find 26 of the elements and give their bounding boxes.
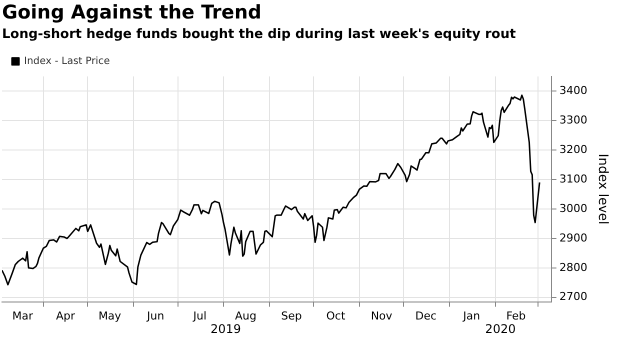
x-tick-label: Jul bbox=[192, 309, 207, 322]
y-tick-label: 3200 bbox=[559, 142, 588, 156]
x-tick-label: Mar bbox=[12, 309, 34, 322]
text: 2019 bbox=[210, 322, 242, 336]
x-tick-label: May bbox=[98, 309, 122, 322]
y-tick-label: 3000 bbox=[559, 202, 588, 215]
chart-title: Going Against the Trend bbox=[2, 1, 262, 24]
x-tick-label: Sep bbox=[281, 309, 302, 322]
x-tick-label: Jan bbox=[462, 309, 480, 322]
y-tick-label: 3300 bbox=[559, 113, 588, 126]
chart-subtitle: Long-short hedge funds bought the dip during last week's equity rout bbox=[2, 26, 516, 42]
text: 2020 bbox=[485, 322, 516, 336]
legend-label: Index - Last Price bbox=[24, 56, 110, 67]
y-axis-title: Index level bbox=[594, 154, 610, 225]
x-tick-label: Apr bbox=[56, 309, 76, 322]
x-tick-label: Jun bbox=[146, 309, 164, 322]
y-tick-label: 2900 bbox=[559, 231, 588, 244]
x-tick-label: Oct bbox=[326, 309, 346, 322]
y-tick-label: 2800 bbox=[559, 260, 588, 274]
x-tick-label: Aug bbox=[234, 309, 256, 322]
y-tick-label: 3100 bbox=[559, 172, 588, 186]
x-tick-label: Nov bbox=[370, 309, 393, 322]
y-tick-label: 2700 bbox=[559, 290, 588, 304]
x-tick-label: Dec bbox=[415, 309, 437, 322]
y-tick-label: 3400 bbox=[559, 84, 588, 97]
x-tick-label: Feb bbox=[506, 309, 526, 322]
